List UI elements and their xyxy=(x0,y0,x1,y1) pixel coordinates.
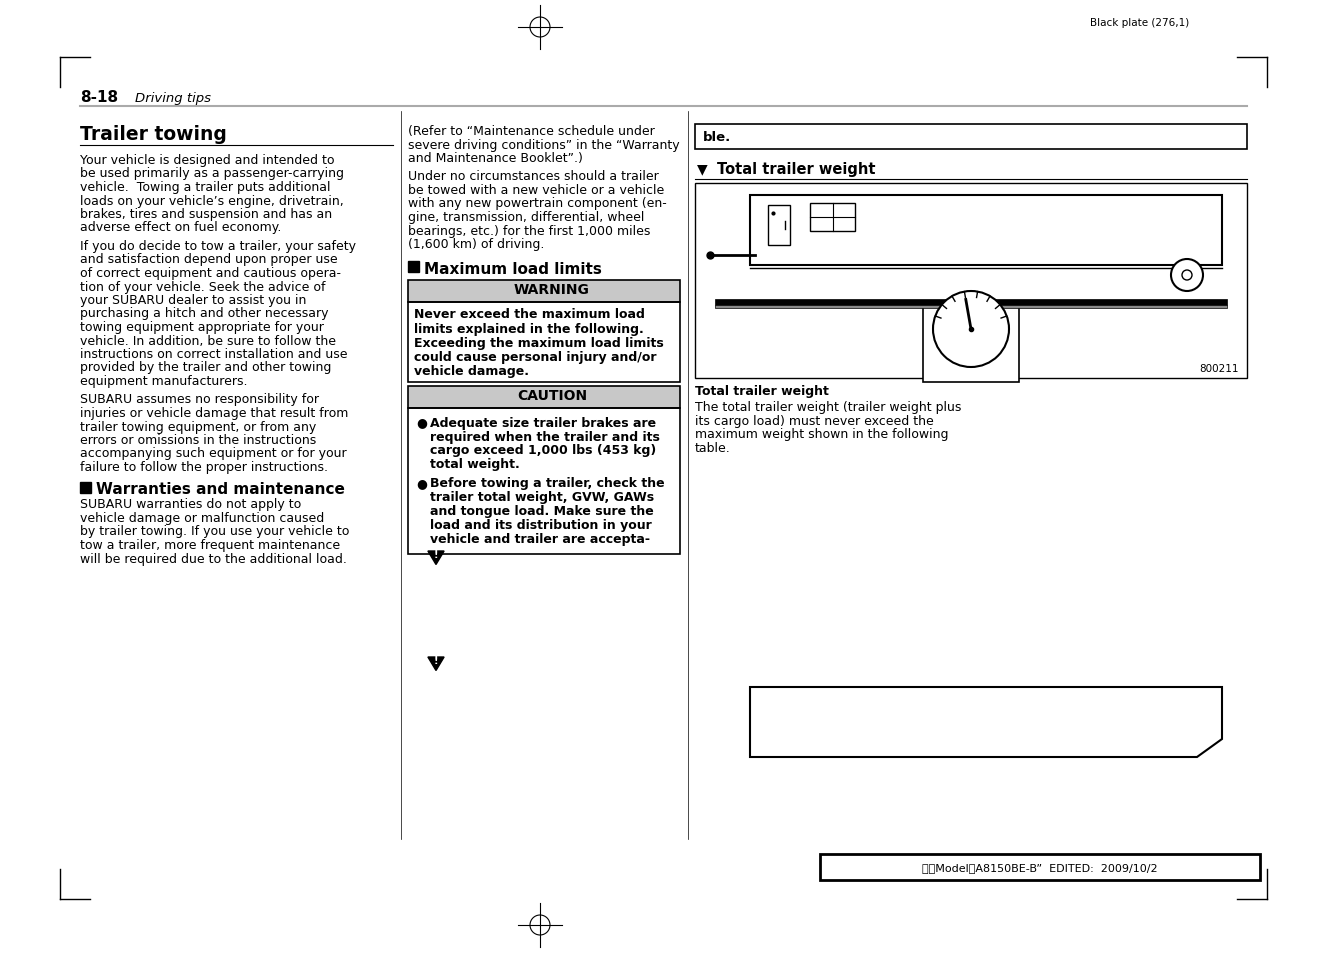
Text: Maximum load limits: Maximum load limits xyxy=(425,261,602,276)
Text: could cause personal injury and/or: could cause personal injury and/or xyxy=(414,350,657,363)
Bar xyxy=(715,306,1227,309)
Text: !: ! xyxy=(434,550,438,560)
Text: of correct equipment and cautious opera-: of correct equipment and cautious opera- xyxy=(80,267,341,280)
Text: ble.: ble. xyxy=(703,131,731,144)
Circle shape xyxy=(1170,260,1204,292)
Text: vehicle and trailer are accepta-: vehicle and trailer are accepta- xyxy=(430,533,650,546)
Bar xyxy=(750,195,1222,266)
Text: injuries or vehicle damage that result from: injuries or vehicle damage that result f… xyxy=(80,407,349,419)
Polygon shape xyxy=(427,552,445,565)
Text: tow a trailer, more frequent maintenance: tow a trailer, more frequent maintenance xyxy=(80,538,340,552)
Text: CAUTION: CAUTION xyxy=(518,389,587,403)
Text: loads on your vehicle’s engine, drivetrain,: loads on your vehicle’s engine, drivetra… xyxy=(80,194,344,208)
Text: instructions on correct installation and use: instructions on correct installation and… xyxy=(80,348,348,360)
Text: 8-18: 8-18 xyxy=(80,90,118,105)
Text: and satisfaction depend upon proper use: and satisfaction depend upon proper use xyxy=(80,253,337,266)
Bar xyxy=(407,280,679,302)
Bar xyxy=(768,206,790,246)
Text: required when the trailer and its: required when the trailer and its xyxy=(430,430,660,443)
Text: its cargo load) must never exceed the: its cargo load) must never exceed the xyxy=(695,414,934,427)
Bar xyxy=(407,280,679,302)
Circle shape xyxy=(1182,271,1192,281)
Text: ▼: ▼ xyxy=(697,162,707,175)
Text: errors or omissions in the instructions: errors or omissions in the instructions xyxy=(80,434,316,447)
Text: be towed with a new vehicle or a vehicle: be towed with a new vehicle or a vehicle xyxy=(407,184,665,196)
Text: be used primarily as a passenger-carrying: be used primarily as a passenger-carryin… xyxy=(80,168,344,180)
Text: Black plate (276,1): Black plate (276,1) xyxy=(1089,18,1189,28)
Text: will be required due to the additional load.: will be required due to the additional l… xyxy=(80,552,346,565)
Text: towing equipment appropriate for your: towing equipment appropriate for your xyxy=(80,320,324,334)
Text: Your vehicle is designed and intended to: Your vehicle is designed and intended to xyxy=(80,153,334,167)
Text: Under no circumstances should a trailer: Under no circumstances should a trailer xyxy=(407,171,658,183)
Bar xyxy=(407,261,419,273)
Text: accompanying such equipment or for your: accompanying such equipment or for your xyxy=(80,447,346,460)
Text: tion of your vehicle. Seek the advice of: tion of your vehicle. Seek the advice of xyxy=(80,280,325,294)
Bar xyxy=(80,482,92,493)
Text: (1,600 km) of driving.: (1,600 km) of driving. xyxy=(407,237,544,251)
Text: brakes, tires and suspension and has an: brakes, tires and suspension and has an xyxy=(80,208,332,221)
Bar xyxy=(809,204,855,232)
Text: gine, transmission, differential, wheel: gine, transmission, differential, wheel xyxy=(407,211,645,224)
Text: limits explained in the following.: limits explained in the following. xyxy=(414,322,644,335)
Polygon shape xyxy=(427,658,445,671)
Text: Adequate size trailer brakes are: Adequate size trailer brakes are xyxy=(430,416,656,429)
Text: Driving tips: Driving tips xyxy=(135,91,211,105)
Text: Total trailer weight: Total trailer weight xyxy=(695,385,829,397)
Text: vehicle damage.: vehicle damage. xyxy=(414,364,529,377)
Text: load and its distribution in your: load and its distribution in your xyxy=(430,519,652,532)
Text: maximum weight shown in the following: maximum weight shown in the following xyxy=(695,428,949,440)
Text: vehicle.  Towing a trailer puts additional: vehicle. Towing a trailer puts additiona… xyxy=(80,181,330,193)
Text: Total trailer weight: Total trailer weight xyxy=(717,162,876,177)
Text: trailer towing equipment, or from any: trailer towing equipment, or from any xyxy=(80,420,316,433)
Polygon shape xyxy=(750,687,1222,758)
Circle shape xyxy=(933,292,1009,368)
Text: trailer total weight, GVW, GAWs: trailer total weight, GVW, GAWs xyxy=(430,491,654,504)
Text: Trailer towing: Trailer towing xyxy=(80,125,227,144)
Bar xyxy=(695,184,1247,378)
Bar xyxy=(715,299,1227,306)
Text: ●: ● xyxy=(415,477,427,490)
Text: by trailer towing. If you use your vehicle to: by trailer towing. If you use your vehic… xyxy=(80,525,349,537)
Text: !: ! xyxy=(434,656,438,666)
Text: severe driving conditions” in the “Warranty: severe driving conditions” in the “Warra… xyxy=(407,138,679,152)
Text: Never exceed the maximum load: Never exceed the maximum load xyxy=(414,308,645,321)
Bar xyxy=(407,408,679,554)
Text: Exceeding the maximum load limits: Exceeding the maximum load limits xyxy=(414,336,664,349)
Text: total weight.: total weight. xyxy=(430,458,520,471)
Text: vehicle. In addition, be sure to follow the: vehicle. In addition, be sure to follow … xyxy=(80,335,336,347)
Text: 800211: 800211 xyxy=(1200,364,1239,374)
Text: SUBARU assumes no responsibility for: SUBARU assumes no responsibility for xyxy=(80,393,318,406)
Text: Warranties and maintenance: Warranties and maintenance xyxy=(96,482,345,497)
Bar xyxy=(820,854,1261,880)
Bar xyxy=(407,386,679,408)
Text: provided by the trailer and other towing: provided by the trailer and other towing xyxy=(80,361,332,375)
Text: (Refer to “Maintenance schedule under: (Refer to “Maintenance schedule under xyxy=(407,125,654,138)
Bar xyxy=(695,125,1247,150)
Text: and tongue load. Make sure the: and tongue load. Make sure the xyxy=(430,505,654,518)
Bar xyxy=(924,308,1019,382)
Text: The total trailer weight (trailer weight plus: The total trailer weight (trailer weight… xyxy=(695,400,961,414)
Text: Before towing a trailer, check the: Before towing a trailer, check the xyxy=(430,477,665,490)
Text: and Maintenance Booklet”.): and Maintenance Booklet”.) xyxy=(407,152,583,165)
Text: equipment manufacturers.: equipment manufacturers. xyxy=(80,375,248,388)
Text: your SUBARU dealer to assist you in: your SUBARU dealer to assist you in xyxy=(80,294,307,307)
Text: adverse effect on fuel economy.: adverse effect on fuel economy. xyxy=(80,221,281,234)
Text: bearings, etc.) for the first 1,000 miles: bearings, etc.) for the first 1,000 mile… xyxy=(407,224,650,237)
Text: ●: ● xyxy=(415,416,427,429)
Text: purchasing a hitch and other necessary: purchasing a hitch and other necessary xyxy=(80,307,329,320)
Text: cargo exceed 1,000 lbs (453 kg): cargo exceed 1,000 lbs (453 kg) xyxy=(430,444,657,457)
Text: vehicle damage or malfunction caused: vehicle damage or malfunction caused xyxy=(80,512,324,524)
Text: SUBARU warranties do not apply to: SUBARU warranties do not apply to xyxy=(80,498,301,511)
Text: with any new powertrain component (en-: with any new powertrain component (en- xyxy=(407,197,666,211)
Text: WARNING: WARNING xyxy=(514,283,591,297)
Bar xyxy=(407,302,679,382)
Text: 北米Model２A8150BE-B”  EDITED:  2009/10/2: 北米Model２A8150BE-B” EDITED: 2009/10/2 xyxy=(922,862,1158,872)
Text: table.: table. xyxy=(695,441,731,454)
Bar xyxy=(407,386,679,408)
Text: failure to follow the proper instructions.: failure to follow the proper instruction… xyxy=(80,460,328,474)
Text: If you do decide to tow a trailer, your safety: If you do decide to tow a trailer, your … xyxy=(80,240,356,253)
